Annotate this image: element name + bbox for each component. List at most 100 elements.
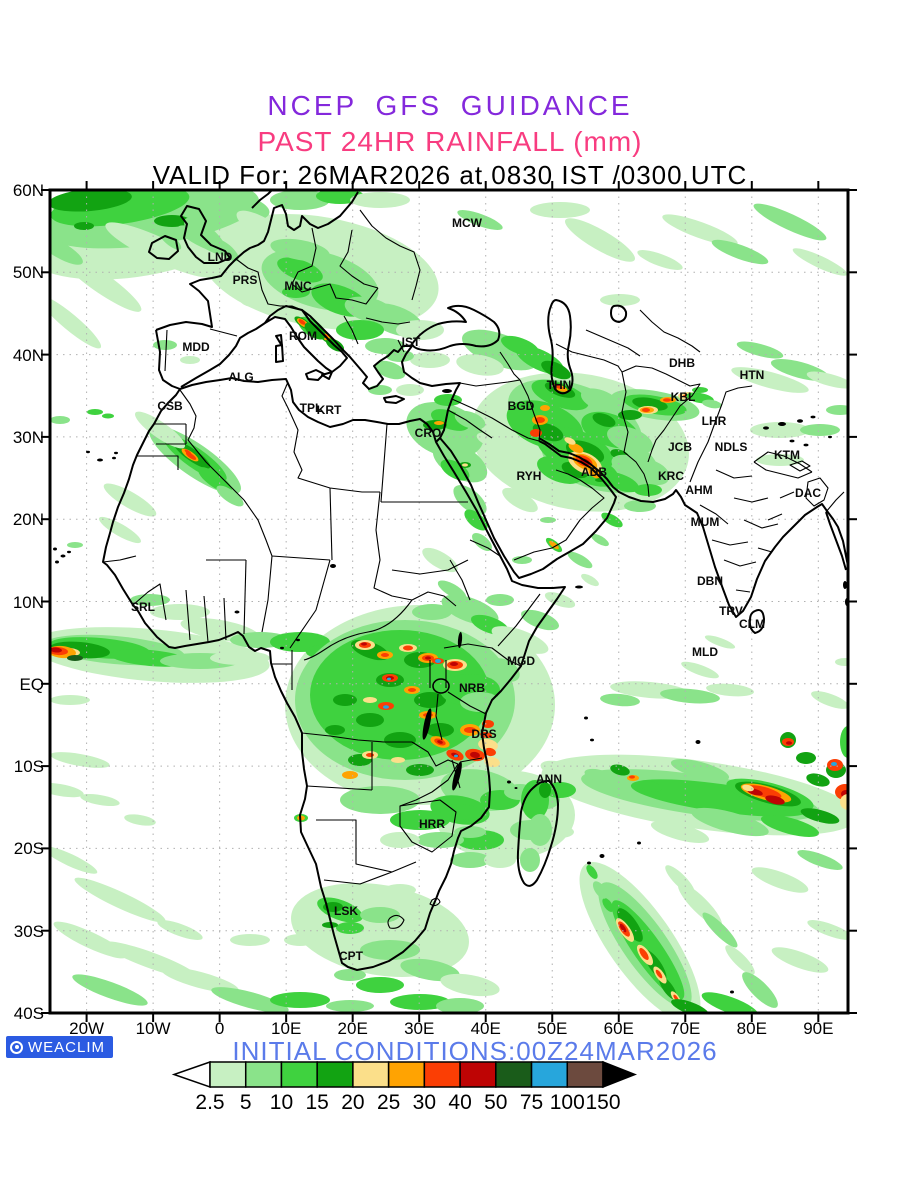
valid-time-line: VALID For: 26MAR2026 at 0830 IST /0300 U… xyxy=(152,160,748,190)
city-label-mnc: MNC xyxy=(284,279,312,293)
legend-cell-5 xyxy=(244,1061,283,1088)
chart-subtitle: PAST 24HR RAINFALL (mm) xyxy=(257,126,643,157)
city-label-trv: TRV xyxy=(719,604,743,618)
city-label-bgd: BGD xyxy=(507,399,535,413)
legend-cell-30 xyxy=(423,1061,461,1088)
city-label-dhb: DHB xyxy=(669,356,695,370)
city-label-mgd: MGD xyxy=(507,654,535,668)
city-label-ryh: RYH xyxy=(516,469,542,483)
city-label-mld: MLD xyxy=(692,645,718,659)
city-label-adb: ADB xyxy=(581,465,607,479)
city-label-prs: PRS xyxy=(232,273,258,287)
city-label-cro: CRO xyxy=(414,426,442,440)
lon-label-30E: 30E xyxy=(404,1019,435,1038)
city-label-cpt: CPT xyxy=(339,949,363,963)
city-label-hrr: HRR xyxy=(419,817,445,831)
city-label-krt: KRT xyxy=(316,403,342,417)
lat-label-60N: 60N xyxy=(12,181,44,200)
legend-bar xyxy=(171,1060,638,1089)
legend-tick-30: 30 xyxy=(412,1091,437,1114)
chart-title: NCEP GFS GUIDANCE xyxy=(267,90,633,121)
city-label-lsk: LSK xyxy=(334,904,358,918)
lon-label-50E: 50E xyxy=(537,1019,568,1038)
lon-label-90E: 90E xyxy=(803,1019,834,1038)
legend-tick-10: 10 xyxy=(269,1091,294,1114)
legend-cell-75 xyxy=(530,1061,569,1088)
city-label-lnd: LND xyxy=(207,250,233,264)
city-label-drs: DRS xyxy=(471,727,497,741)
lat-label-10N: 10N xyxy=(12,592,44,612)
city-label-mcw: MCW xyxy=(452,216,482,230)
legend-cell-20 xyxy=(352,1061,390,1088)
legend-tick-20: 20 xyxy=(341,1091,365,1114)
city-label-mum: MUM xyxy=(690,515,720,529)
legend-arrow-over xyxy=(602,1060,638,1089)
legend-cell-25 xyxy=(387,1061,426,1088)
city-label-htn: HTN xyxy=(739,368,765,382)
city-label-lhr: LHR xyxy=(701,414,727,428)
city-label-alg: ALG xyxy=(228,370,254,384)
lon-label-40E: 40E xyxy=(470,1019,501,1038)
city-label-ahm: AHM xyxy=(685,483,713,497)
legend-tick-15: 15 xyxy=(305,1091,329,1114)
rain-shading xyxy=(50,190,848,1013)
city-label-ktm: KTM xyxy=(774,448,800,462)
weaclim-badge: WEACLIM xyxy=(6,1036,114,1058)
lon-label-60E: 60E xyxy=(603,1019,634,1038)
weaclim-label: WEACLIM xyxy=(28,1038,106,1056)
lon-label-10E: 10E xyxy=(271,1019,302,1038)
lat-label-40S: 40S xyxy=(13,1004,44,1023)
lat-label-20S: 20S xyxy=(13,839,44,859)
legend-cell-15 xyxy=(316,1061,354,1088)
lat-label-50N: 50N xyxy=(12,263,44,283)
graticule xyxy=(50,190,848,1013)
city-label-srl: SRL xyxy=(131,600,155,614)
axis-ticks xyxy=(41,181,857,1022)
legend-cell-40 xyxy=(459,1061,497,1088)
lon-label-0: 0 xyxy=(214,1019,225,1038)
initial-conditions-line: INITIAL CONDITIONS:00Z24MAR2026 xyxy=(232,1036,718,1066)
coastlines xyxy=(53,190,848,994)
city-label-krc: KRC xyxy=(658,469,684,483)
legend-tick-5: 5 xyxy=(239,1091,252,1114)
legend-cell-50 xyxy=(495,1061,533,1088)
lon-label-20E: 20E xyxy=(337,1019,368,1038)
city-label-mdd: MDD xyxy=(182,340,210,354)
legend-tick-2.5: 2.5 xyxy=(195,1091,225,1114)
city-label-csb: CSB xyxy=(157,399,183,413)
legend-tick-50: 50 xyxy=(484,1091,508,1114)
city-label-ann: ANN xyxy=(536,772,562,786)
legend-cell-100 xyxy=(566,1061,604,1088)
city-label-dbn: DBN xyxy=(697,574,723,588)
city-label-thn: THN xyxy=(546,378,572,392)
lat-label-30N: 30N xyxy=(12,427,44,447)
lat-label-20N: 20N xyxy=(12,510,44,530)
city-label-nrb: NRB xyxy=(459,681,485,695)
weaclim-logo-icon xyxy=(10,1040,23,1054)
city-label-tpl: TPL xyxy=(299,401,323,415)
city-label-rom: ROM xyxy=(289,329,317,343)
country-borders xyxy=(102,209,845,929)
city-label-dac: DAC xyxy=(795,486,821,500)
lat-label-30S: 30S xyxy=(13,921,44,941)
legend-cell-10 xyxy=(280,1061,318,1088)
city-label-ist: IST xyxy=(401,335,421,349)
legend-tick-25: 25 xyxy=(376,1091,401,1114)
legend-tick-40: 40 xyxy=(448,1091,472,1114)
legend-cell-2.5 xyxy=(209,1061,247,1088)
lon-label-80E: 80E xyxy=(736,1019,767,1038)
city-label-jcb: JCB xyxy=(667,440,693,454)
lon-label-10W: 10W xyxy=(135,1019,171,1038)
city-label-ndls: NDLS xyxy=(714,440,748,454)
city-label-kbl: KBL xyxy=(670,390,696,404)
legend-tick-75: 75 xyxy=(519,1091,544,1114)
legend-tick-150: 150 xyxy=(585,1091,621,1114)
lon-label-70E: 70E xyxy=(670,1019,701,1038)
lon-label-20W: 20W xyxy=(69,1019,105,1038)
lat-label-40N: 40N xyxy=(12,345,44,365)
legend-tick-100: 100 xyxy=(549,1091,585,1114)
legend-arrow-under xyxy=(171,1060,211,1089)
